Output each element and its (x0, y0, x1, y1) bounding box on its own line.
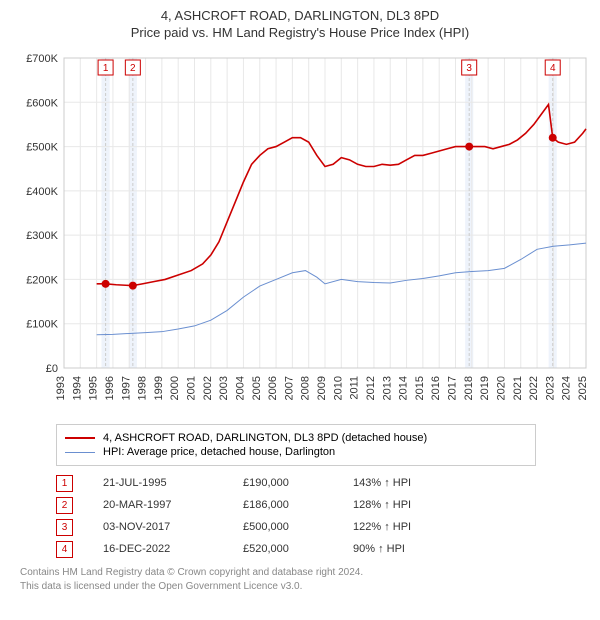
svg-text:2024: 2024 (561, 376, 573, 400)
transaction-price: £500,000 (243, 521, 353, 533)
svg-text:2020: 2020 (495, 376, 507, 400)
svg-text:2018: 2018 (463, 376, 475, 400)
svg-text:1994: 1994 (71, 376, 83, 400)
svg-text:1998: 1998 (137, 376, 149, 400)
svg-text:1999: 1999 (153, 376, 165, 400)
svg-text:£100K: £100K (26, 319, 58, 331)
svg-text:£400K: £400K (26, 186, 58, 198)
svg-text:1997: 1997 (120, 376, 132, 400)
svg-text:2006: 2006 (267, 376, 279, 400)
svg-text:4: 4 (550, 63, 556, 74)
price-chart: £0 £100K £200K £300K £400K £500K £600K £700K 199… (8, 48, 592, 418)
svg-text:£700K: £700K (26, 53, 58, 65)
svg-text:2012: 2012 (365, 376, 377, 400)
transaction-marker: 4 (56, 541, 73, 558)
chart-svg: £0 £100K £200K £300K £400K £500K £600K £700K 199… (8, 48, 592, 418)
svg-text:2007: 2007 (283, 376, 295, 400)
transactions-table: 1 21-JUL-1995£190,000143% ↑ HPI 2 20-MAR-19… (56, 472, 592, 560)
chart-title-line2: Price paid vs. HM Land Registry's House … (8, 25, 592, 40)
svg-text:£200K: £200K (26, 274, 58, 286)
svg-text:1995: 1995 (88, 376, 100, 400)
attribution-text: Contains HM Land Registry data © Crown c… (20, 566, 592, 593)
transaction-ratio: 90% ↑ HPI (353, 543, 473, 555)
svg-text:2003: 2003 (218, 376, 230, 400)
svg-text:2025: 2025 (577, 376, 589, 400)
svg-text:2014: 2014 (398, 376, 410, 400)
svg-text:2021: 2021 (512, 376, 524, 400)
transaction-marker: 1 (56, 475, 73, 492)
svg-text:2000: 2000 (169, 376, 181, 400)
svg-text:2008: 2008 (300, 376, 312, 400)
chart-legend: 4, ASHCROFT ROAD, DARLINGTON, DL3 8PD (d… (56, 424, 536, 466)
svg-text:£500K: £500K (26, 142, 58, 154)
svg-text:£300K: £300K (26, 230, 58, 242)
svg-text:2013: 2013 (381, 376, 393, 400)
legend-row: HPI: Average price, detached house, Darl… (65, 446, 527, 458)
svg-text:2022: 2022 (528, 376, 540, 400)
transaction-ratio: 143% ↑ HPI (353, 477, 473, 489)
svg-text:1996: 1996 (104, 376, 116, 400)
legend-swatch (65, 437, 95, 439)
transaction-marker: 2 (56, 497, 73, 514)
svg-text:2004: 2004 (234, 376, 246, 400)
svg-text:2005: 2005 (251, 376, 263, 400)
chart-title-line1: 4, ASHCROFT ROAD, DARLINGTON, DL3 8PD (8, 8, 592, 23)
legend-swatch (65, 452, 95, 453)
transaction-date: 03-NOV-2017 (103, 521, 243, 533)
transaction-row: 1 21-JUL-1995£190,000143% ↑ HPI (56, 472, 592, 494)
svg-text:1: 1 (103, 63, 109, 74)
transaction-date: 16-DEC-2022 (103, 543, 243, 555)
transaction-price: £190,000 (243, 477, 353, 489)
svg-text:£600K: £600K (26, 97, 58, 109)
transaction-ratio: 122% ↑ HPI (353, 521, 473, 533)
svg-text:2002: 2002 (202, 376, 214, 400)
transaction-marker: 3 (56, 519, 73, 536)
svg-text:2011: 2011 (349, 376, 361, 400)
chart-title-block: 4, ASHCROFT ROAD, DARLINGTON, DL3 8PD Pr… (8, 8, 592, 40)
svg-text:2009: 2009 (316, 376, 328, 400)
legend-label: 4, ASHCROFT ROAD, DARLINGTON, DL3 8PD (d… (103, 432, 427, 444)
transaction-date: 21-JUL-1995 (103, 477, 243, 489)
transaction-row: 3 03-NOV-2017£500,000122% ↑ HPI (56, 516, 592, 538)
legend-label: HPI: Average price, detached house, Darl… (103, 446, 335, 458)
transaction-ratio: 128% ↑ HPI (353, 499, 473, 511)
transaction-row: 2 20-MAR-1997£186,000128% ↑ HPI (56, 494, 592, 516)
svg-text:3: 3 (466, 63, 472, 74)
svg-text:2016: 2016 (430, 376, 442, 400)
svg-text:2: 2 (130, 63, 136, 74)
attribution-line2: This data is licensed under the Open Gov… (20, 580, 592, 594)
svg-text:2010: 2010 (332, 376, 344, 400)
transaction-date: 20-MAR-1997 (103, 499, 243, 511)
svg-text:1993: 1993 (55, 376, 67, 400)
svg-text:2019: 2019 (479, 376, 491, 400)
legend-row: 4, ASHCROFT ROAD, DARLINGTON, DL3 8PD (d… (65, 432, 527, 444)
transaction-price: £520,000 (243, 543, 353, 555)
transaction-price: £186,000 (243, 499, 353, 511)
svg-text:2023: 2023 (544, 376, 556, 400)
svg-text:2001: 2001 (186, 376, 198, 400)
attribution-line1: Contains HM Land Registry data © Crown c… (20, 566, 592, 580)
svg-text:£0: £0 (46, 363, 58, 375)
svg-text:2015: 2015 (414, 376, 426, 400)
svg-text:2017: 2017 (447, 376, 459, 400)
transaction-row: 4 16-DEC-2022£520,00090% ↑ HPI (56, 538, 592, 560)
